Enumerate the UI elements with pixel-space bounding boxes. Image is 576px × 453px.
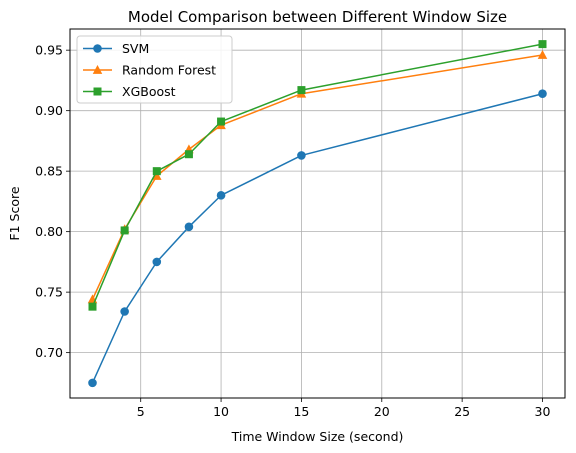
- data-point: [537, 50, 548, 59]
- data-point: [152, 257, 162, 267]
- legend-swatch-marker: [92, 65, 103, 74]
- x-tick-label: 5: [137, 404, 145, 419]
- chart-title: Model Comparison between Different Windo…: [128, 8, 507, 26]
- y-tick-label: 0.85: [35, 164, 63, 179]
- data-point: [152, 167, 161, 176]
- legend-item: XGBoost: [83, 84, 176, 99]
- y-tick-label: 0.90: [35, 103, 63, 118]
- y-tick-label: 0.95: [35, 43, 63, 58]
- x-tick-label: 10: [213, 404, 229, 419]
- x-tick-label: 30: [535, 404, 551, 419]
- data-point: [217, 117, 226, 126]
- data-point: [184, 222, 194, 232]
- x-tick-label: 20: [374, 404, 390, 419]
- data-point: [120, 307, 129, 316]
- y-tick-label: 0.80: [35, 224, 63, 239]
- legend-item: SVM: [83, 41, 149, 56]
- legend-swatch-marker: [93, 44, 102, 53]
- x-axis: 5 10 15 20 25 30: [137, 398, 551, 419]
- data-point: [297, 151, 306, 160]
- legend-label: XGBoost: [122, 84, 176, 99]
- legend-box: [76, 35, 233, 104]
- legend-item: Random Forest: [83, 63, 216, 78]
- data-point: [297, 86, 306, 95]
- data-point: [216, 191, 226, 200]
- series-line: [91, 92, 543, 384]
- plot-frame: [69, 28, 566, 399]
- series-layer: [87, 40, 548, 388]
- y-tick-label: 0.70: [35, 345, 63, 360]
- data-point: [184, 150, 193, 159]
- y-tick-label: 0.75: [35, 285, 63, 300]
- data-point: [538, 89, 547, 99]
- y-axis-label: F1 Score: [7, 186, 22, 240]
- data-point: [152, 170, 162, 180]
- x-axis-label: Time Window Size (second): [231, 429, 404, 444]
- data-point: [88, 378, 97, 388]
- x-tick-label: 15: [293, 404, 309, 419]
- data-point: [120, 226, 129, 235]
- series-1: [88, 89, 547, 388]
- legend: SVM Random Forest XGBoost: [76, 35, 233, 104]
- legend-label: Random Forest: [122, 63, 216, 78]
- series-3: [88, 40, 547, 311]
- data-point: [88, 302, 97, 311]
- y-axis: 0.70 0.75 0.80 0.85 0.90 0.95: [35, 43, 70, 360]
- legend-label: SVM: [122, 41, 149, 56]
- legend-swatch-marker: [93, 87, 102, 96]
- data-point: [538, 40, 547, 49]
- x-tick-label: 25: [454, 404, 470, 419]
